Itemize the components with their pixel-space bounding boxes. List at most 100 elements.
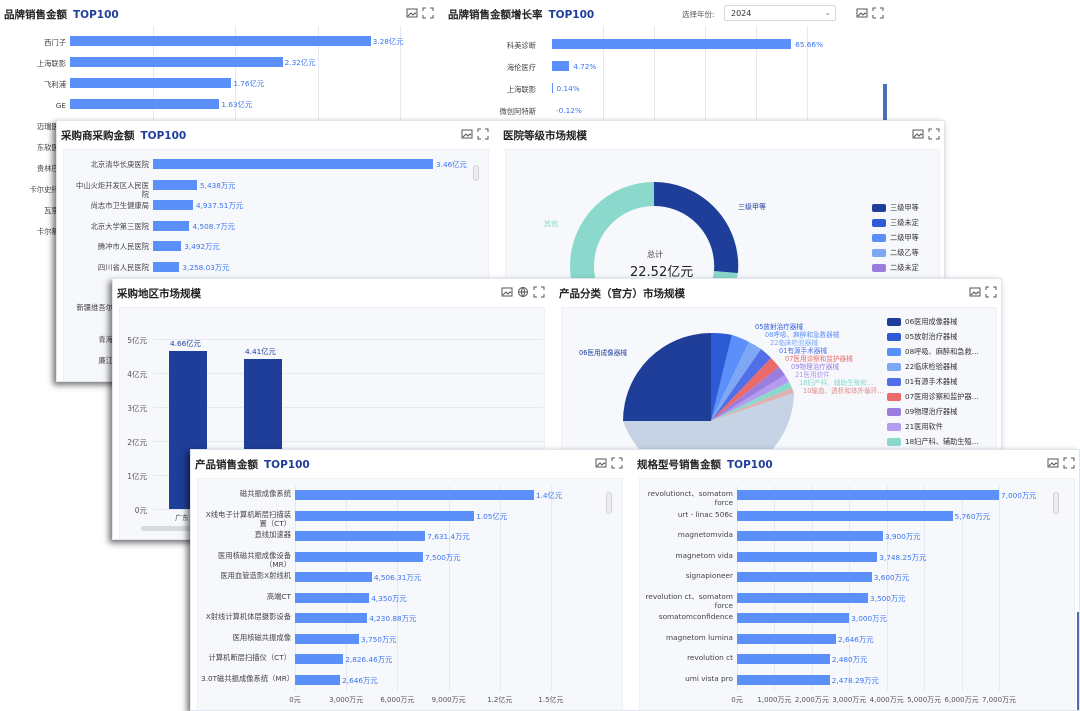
horizontal-scrollbar[interactable] bbox=[141, 526, 191, 531]
bar-label: 微创阿特斯 bbox=[499, 107, 536, 116]
slice-label-top: 三级甲等 bbox=[738, 203, 766, 211]
bar[interactable] bbox=[70, 36, 371, 46]
pie-slice-06[interactable] bbox=[623, 333, 711, 421]
bar[interactable] bbox=[153, 241, 182, 251]
pie-slice-10[interactable] bbox=[711, 388, 794, 421]
legend-swatch bbox=[872, 204, 886, 212]
bar[interactable] bbox=[737, 592, 868, 603]
image-download-icon[interactable] bbox=[406, 7, 418, 19]
bar[interactable] bbox=[295, 510, 475, 521]
legend-item[interactable]: 二级甲等 bbox=[872, 233, 919, 243]
legend-swatch bbox=[887, 318, 901, 326]
legend-item[interactable]: 三级甲等 bbox=[872, 203, 919, 213]
bar[interactable] bbox=[295, 592, 370, 603]
legend-swatch bbox=[887, 348, 901, 356]
globe-icon[interactable] bbox=[517, 286, 529, 298]
fullscreen-icon[interactable] bbox=[422, 7, 434, 19]
fullscreen-icon[interactable] bbox=[477, 128, 489, 140]
gridline bbox=[924, 486, 926, 691]
legend-item[interactable]: 08呼吸、麻醉和急救… bbox=[887, 347, 979, 357]
fullscreen-icon[interactable] bbox=[611, 457, 623, 469]
bar[interactable] bbox=[295, 613, 368, 623]
bar[interactable] bbox=[737, 572, 872, 582]
image-download-icon[interactable] bbox=[856, 7, 868, 19]
image-download-icon[interactable] bbox=[461, 128, 473, 140]
bar-value: 0.14% bbox=[556, 84, 580, 93]
bar[interactable] bbox=[70, 99, 220, 109]
legend-item[interactable]: 18妇产科、辅助生殖… bbox=[887, 437, 979, 447]
legend-item[interactable]: 05放射治疗器械 bbox=[887, 332, 957, 342]
legend-label: 三级甲等 bbox=[890, 203, 919, 212]
page-scrollbar[interactable] bbox=[1077, 612, 1079, 710]
bar[interactable] bbox=[737, 551, 878, 562]
legend-label: 22临床检验器械 bbox=[905, 362, 958, 371]
bar[interactable] bbox=[295, 572, 372, 582]
bar-value: 5,438万元 bbox=[200, 180, 236, 190]
bar[interactable] bbox=[153, 200, 193, 210]
bar[interactable] bbox=[737, 490, 999, 500]
x-tick-label: 1.2亿元 bbox=[487, 696, 513, 704]
year-select[interactable]: 2024 ⌄ bbox=[724, 5, 836, 21]
page-scrollbar[interactable] bbox=[883, 84, 887, 124]
bar[interactable] bbox=[737, 510, 953, 521]
bar[interactable] bbox=[153, 261, 180, 272]
fullscreen-icon[interactable] bbox=[872, 7, 884, 19]
gridline bbox=[153, 441, 543, 442]
bar[interactable] bbox=[552, 61, 570, 71]
pie-slice-01[interactable] bbox=[711, 349, 771, 421]
donut-slice-top[interactable] bbox=[653, 181, 739, 273]
scrollbar[interactable] bbox=[473, 165, 479, 181]
scrollbar[interactable] bbox=[606, 492, 612, 514]
pie-slice-22[interactable] bbox=[711, 342, 761, 421]
fullscreen-icon[interactable] bbox=[928, 128, 940, 140]
bar[interactable] bbox=[153, 179, 197, 190]
pie-slice-18[interactable] bbox=[711, 382, 792, 421]
legend-item[interactable]: 06医用成像器械 bbox=[887, 317, 957, 327]
panel-title: 品牌销售金额 TOP100 bbox=[4, 8, 119, 21]
bar[interactable] bbox=[153, 220, 190, 231]
pie-slice-07[interactable] bbox=[711, 358, 779, 421]
legend-item[interactable]: 22临床检验器械 bbox=[887, 362, 957, 372]
bar-label: X线电子计算机断层扫描装置（CT） bbox=[205, 509, 291, 528]
bar[interactable] bbox=[552, 83, 553, 93]
bar[interactable] bbox=[295, 531, 426, 541]
legend-item[interactable]: 二级未定 bbox=[872, 263, 919, 273]
bar[interactable] bbox=[70, 78, 232, 88]
x-tick-label: 5,000万元 bbox=[907, 696, 942, 704]
bar[interactable] bbox=[295, 490, 534, 500]
legend-item[interactable]: 三级未定 bbox=[872, 218, 919, 228]
bar[interactable] bbox=[295, 633, 359, 644]
legend-swatch bbox=[872, 234, 886, 242]
legend-item[interactable]: 二级乙等 bbox=[872, 248, 919, 258]
fullscreen-icon[interactable] bbox=[1063, 457, 1075, 469]
bar[interactable] bbox=[737, 613, 850, 623]
legend-label: 05放射治疗器械 bbox=[905, 332, 958, 341]
fullscreen-icon[interactable] bbox=[985, 286, 997, 298]
bar[interactable] bbox=[295, 674, 341, 685]
image-download-icon[interactable] bbox=[1047, 457, 1059, 469]
bar[interactable] bbox=[70, 57, 283, 67]
bar[interactable] bbox=[295, 654, 344, 664]
pie-slice-05[interactable] bbox=[711, 332, 732, 421]
scrollbar[interactable] bbox=[1053, 492, 1059, 514]
bar[interactable] bbox=[153, 159, 433, 169]
legend-item[interactable]: 21医用软件 bbox=[887, 422, 943, 432]
legend-item[interactable]: 09物理治疗器械 bbox=[887, 407, 957, 417]
bar[interactable] bbox=[737, 674, 830, 685]
legend-item[interactable]: 01有源手术器械 bbox=[887, 377, 957, 387]
bar[interactable] bbox=[737, 633, 837, 644]
bar[interactable] bbox=[737, 654, 830, 664]
image-download-icon[interactable] bbox=[595, 457, 607, 469]
pie-slice-08[interactable] bbox=[711, 335, 749, 421]
pie-slice-09[interactable] bbox=[711, 367, 785, 421]
image-download-icon[interactable] bbox=[501, 286, 513, 298]
legend-item[interactable]: 07医用诊察和监护器… bbox=[887, 392, 979, 402]
fullscreen-icon[interactable] bbox=[533, 286, 545, 298]
bar[interactable] bbox=[737, 531, 883, 541]
image-download-icon[interactable] bbox=[912, 128, 924, 140]
panel-title: 采购商采购金额 TOP100 bbox=[61, 129, 187, 142]
bar[interactable] bbox=[295, 551, 423, 562]
pie-slice-21[interactable] bbox=[711, 375, 789, 421]
image-download-icon[interactable] bbox=[969, 286, 981, 298]
bar[interactable] bbox=[552, 39, 792, 49]
